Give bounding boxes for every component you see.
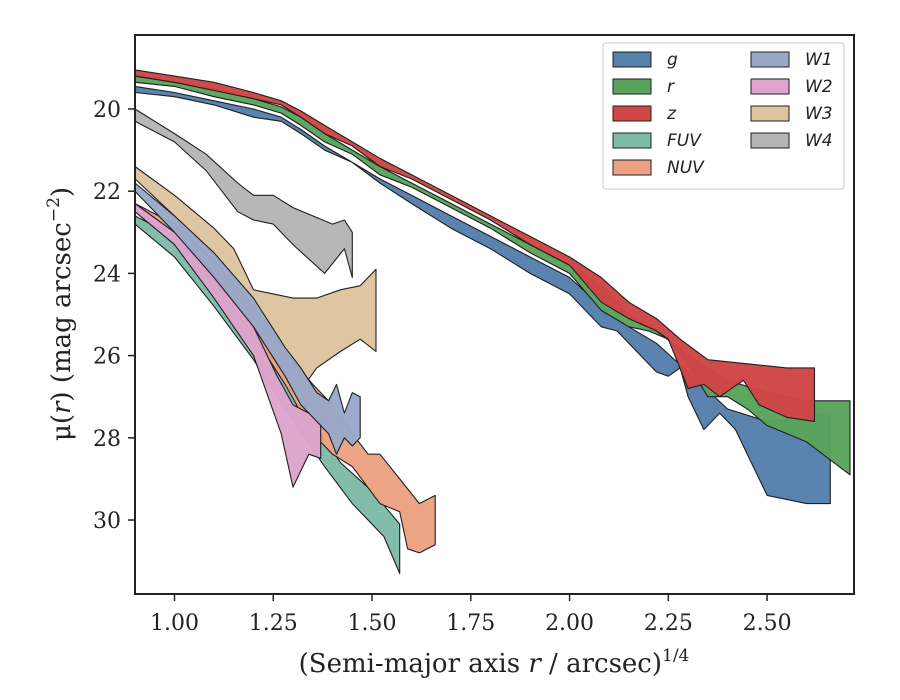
x-tick-label: 1.00: [150, 611, 199, 636]
legend-label-z: z: [666, 104, 677, 124]
x-axis-label: (Semi-major axis r / arcsec)1/4: [299, 646, 690, 679]
y-axis: 20 22 24 26 28 30: [93, 98, 135, 534]
x-tick-label: 2.25: [644, 611, 693, 636]
legend-label-w3: W3: [805, 104, 833, 124]
band-w1: [134, 182, 361, 455]
y-tick-label: 20: [93, 98, 121, 123]
legend-swatch-fuv: [612, 132, 652, 149]
legend-swatch-r: [612, 78, 652, 95]
y-tick-label: 26: [93, 345, 121, 370]
legend-label-w1: W1: [805, 50, 833, 70]
x-tick-label: 1.50: [348, 611, 397, 636]
x-tick-label: 1.75: [446, 611, 495, 636]
x-tick-label: 2.50: [743, 611, 792, 636]
x-tick-label: 2.00: [545, 611, 594, 636]
legend-swatch-g: [612, 51, 652, 68]
band-z: [134, 69, 816, 422]
legend-label-fuv: FUV: [667, 131, 702, 151]
legend-swatch-w3: [750, 105, 790, 122]
plot-frame: [134, 34, 855, 595]
y-tick-label: 24: [93, 262, 121, 287]
legend-label-r: r: [667, 77, 675, 97]
y-tick-label: 28: [93, 427, 121, 452]
legend-swatch-nuv: [612, 159, 652, 176]
x-axis: 1.00 1.25 1.50 1.75 2.00 2.25 2.50: [150, 594, 792, 636]
legend-swatch-w1: [750, 51, 790, 68]
x-tick-label: 1.25: [249, 611, 298, 636]
y-axis-label: μ(r) (mag arcsec−2): [44, 187, 77, 441]
legend-swatch-w4: [750, 132, 790, 149]
legend: grz FUV NUV W1 W2 W3 W4: [602, 42, 845, 190]
band-w4: [134, 108, 353, 279]
legend-label-g: g: [667, 50, 678, 70]
band-g: [134, 85, 831, 505]
legend-swatch-w2: [750, 78, 790, 95]
legend-label-w4: W4: [805, 131, 833, 151]
legend-label-nuv: NUV: [667, 158, 705, 178]
y-tick-label: 30: [93, 509, 121, 534]
legend-swatch-z: [612, 105, 652, 122]
legend-label-w2: W2: [805, 77, 833, 97]
bands-layer: [134, 69, 851, 574]
y-tick-label: 22: [93, 180, 121, 205]
